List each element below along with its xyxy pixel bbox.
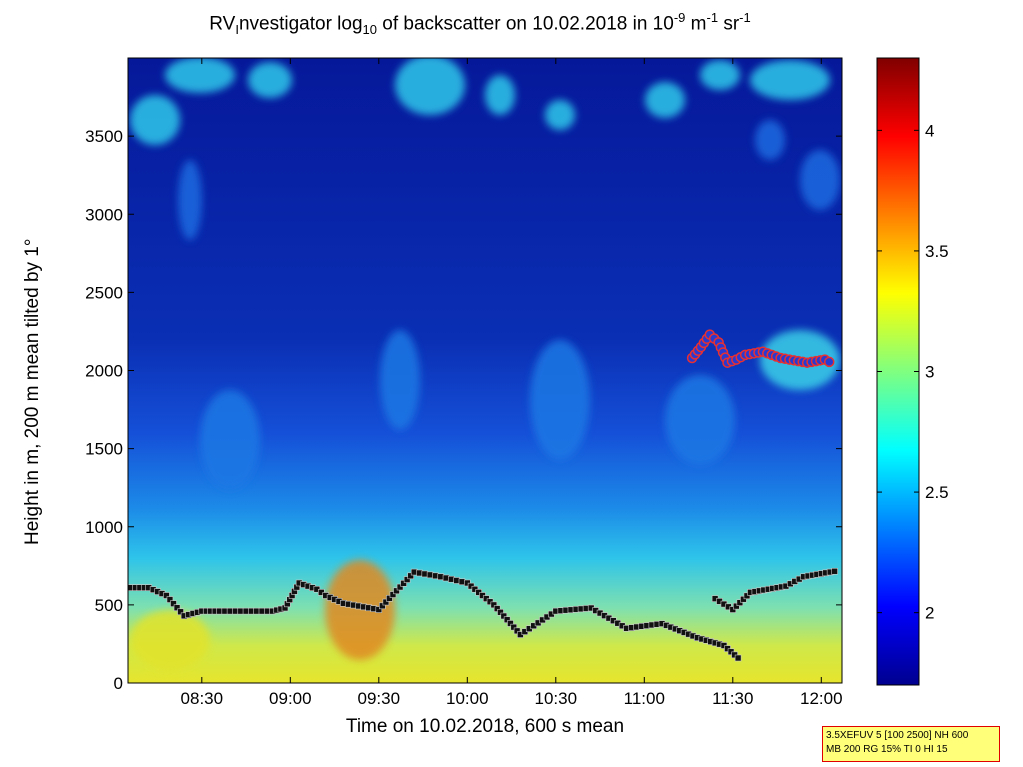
info-box: 3.5XEFUV 5 [100 2500] NH 600 MB 200 RG 1…: [822, 726, 1000, 762]
boundary-layer-marker: [400, 580, 407, 587]
boundary-layer-marker: [500, 612, 508, 620]
info-line-1: 3.5XEFUV 5 [100 2500] NH 600: [826, 730, 969, 741]
x-ticks: 08:30 09:00 09:30 10:00 10:30 11:00 11:30 12:00: [181, 58, 843, 708]
boundary-layer-marker: [379, 602, 386, 610]
y-axis-label: Height in m, 200 m mean tilted by 1°: [22, 238, 43, 545]
boundary-layer-marker: [177, 608, 184, 616]
boundary-layer-marker: [382, 598, 390, 606]
colorbar-tick-label: 2.5: [925, 483, 949, 502]
info-line-2: MB 200 RG 15% TI 0 HI 15: [826, 744, 948, 755]
chart-title: RVInvestigator log10 of backscatter on 1…: [209, 10, 751, 38]
boundary-layer-marker: [507, 620, 514, 627]
boundary-layer-marker: [503, 616, 511, 624]
x-tick-label: 10:00: [446, 689, 489, 708]
secondary-layer-marker: [743, 592, 751, 600]
boundary-layer-marker: [493, 605, 501, 612]
heatmap-field: [128, 58, 842, 683]
x-tick-label: 08:30: [181, 689, 224, 708]
y-tick-label: 3500: [85, 127, 123, 146]
boundary-layer-marker: [170, 600, 177, 607]
x-tick-label: 11:00: [624, 689, 665, 708]
y-tick-label: 1500: [85, 440, 123, 459]
secondary-layer-marker: [736, 599, 744, 606]
boundary-layer-marker: [163, 592, 170, 599]
x-tick-label: 12:00: [800, 689, 843, 708]
boundary-layer-marker: [490, 601, 498, 609]
secondary-layer-marker: [740, 595, 747, 603]
y-tick-label: 1000: [85, 518, 123, 537]
x-axis-label: Time on 10.02.2018, 600 s mean: [345, 716, 625, 737]
boundary-layer-marker: [407, 572, 414, 580]
colorbar: [876, 57, 920, 686]
x-tick-label: 09:30: [358, 689, 401, 708]
boundary-layer-marker: [396, 583, 404, 591]
secondary-layer-marker: [733, 602, 740, 610]
boundary-layer-marker: [166, 596, 174, 603]
y-tick-label: 500: [95, 596, 123, 615]
cloud-base-marker: [824, 356, 835, 368]
colorbar-tick-label: 2: [925, 604, 934, 623]
y-ticks: 0 500 1000 1500 2000 2500 3000 3500: [85, 127, 842, 693]
boundary-layer-marker: [497, 608, 504, 616]
y-tick-label: 0: [114, 674, 123, 693]
boundary-layer-marker: [389, 591, 397, 598]
boundary-layer-marker: [510, 623, 518, 631]
boundary-layer-marker: [513, 627, 521, 635]
boundary-layer-marker: [173, 604, 181, 611]
boundary-layer-marker: [734, 654, 742, 662]
x-tick-label: 10:30: [535, 689, 578, 708]
boundary-layer-marker: [386, 595, 393, 602]
y-tick-label: 2500: [85, 283, 123, 302]
colorbar-tick-label: 3.5: [925, 242, 949, 261]
series-layer: [128, 329, 838, 662]
secondary-layer-marker: [729, 606, 737, 613]
boundary-layer-marker: [375, 606, 383, 613]
x-tick-label: 11:30: [712, 689, 753, 708]
y-tick-label: 3000: [85, 205, 123, 224]
boundary-layer-marker: [393, 587, 400, 595]
y-tick-label: 2000: [85, 362, 123, 381]
colorbar-tick-label: 4: [925, 121, 934, 140]
x-tick-label: 09:00: [269, 689, 312, 708]
secondary-layer-marker: [831, 567, 838, 575]
colorbar-tick-label: 3: [925, 363, 934, 382]
boundary-layer-marker: [403, 576, 411, 583]
colorbar-ticks: 2 2.5 3 3.5 4: [877, 121, 949, 623]
